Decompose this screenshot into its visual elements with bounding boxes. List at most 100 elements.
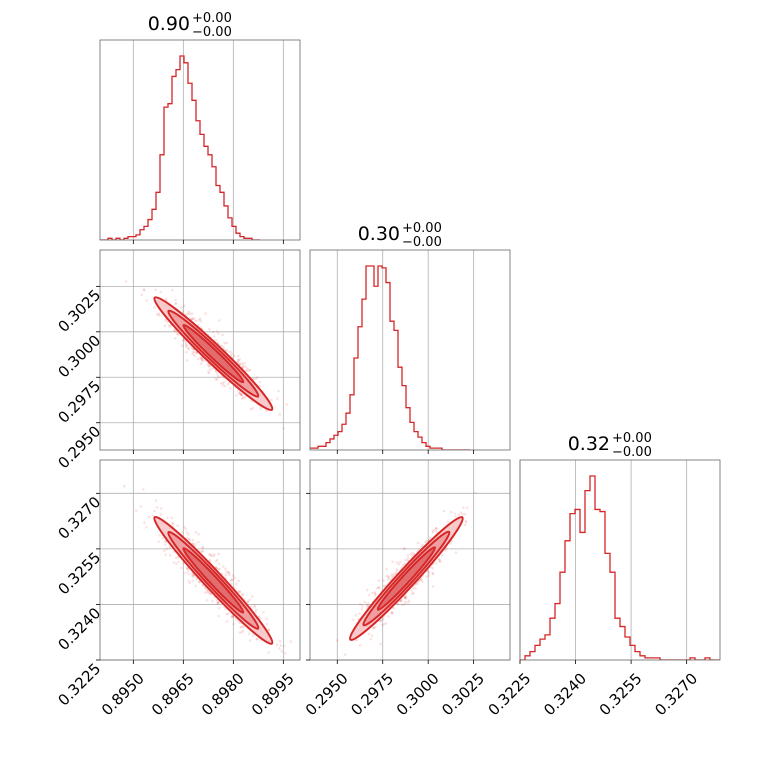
- scatter-point: [373, 625, 377, 629]
- scatter-point: [205, 599, 209, 602]
- scatter-point: [372, 626, 375, 629]
- scatter-point: [230, 578, 234, 581]
- scatter-point: [194, 531, 197, 534]
- scatter-point: [173, 329, 177, 333]
- scatter-point: [190, 312, 194, 315]
- scatter-point: [175, 332, 179, 335]
- scatter-point: [241, 629, 245, 633]
- scatter-point: [437, 558, 441, 562]
- scatter-point: [404, 596, 408, 600]
- scatter-point: [194, 584, 197, 588]
- scatter-point: [191, 579, 194, 582]
- scatter-point: [225, 341, 228, 345]
- scatter-point: [223, 380, 226, 384]
- scatter-point: [373, 591, 377, 594]
- y-tick-label: 0.3240: [55, 604, 105, 654]
- scatter-point: [188, 538, 191, 542]
- scatter-point: [413, 552, 416, 556]
- scatter-point: [204, 587, 207, 590]
- scatter-point: [246, 367, 249, 370]
- scatter-point: [185, 566, 189, 569]
- scatter-point: [407, 599, 411, 603]
- scatter-point: [403, 594, 407, 598]
- scatter-point: [438, 560, 441, 563]
- scatter-point: [224, 573, 228, 576]
- plot-area: [335, 491, 477, 656]
- scatter-point: [181, 339, 185, 342]
- scatter-point: [239, 362, 242, 366]
- scatter-point: [434, 562, 438, 565]
- scatter-point: [230, 578, 233, 582]
- scatter-point: [217, 332, 221, 335]
- scatter-point: [335, 639, 339, 642]
- scatter-point: [454, 551, 458, 554]
- x-tick-label: 0.8965: [148, 669, 198, 719]
- scatter-point: [240, 393, 243, 396]
- scatter-point: [252, 634, 255, 638]
- scatter-point: [403, 595, 407, 599]
- scatter-point: [255, 638, 258, 641]
- scatter-point: [191, 539, 195, 542]
- scatter-point: [220, 344, 223, 348]
- scatter-point: [216, 558, 219, 562]
- scatter-point: [200, 357, 203, 361]
- scatter-point: [372, 626, 375, 630]
- scatter-point: [187, 533, 190, 536]
- plot-area: [520, 475, 720, 660]
- scatter-point: [184, 343, 188, 346]
- scatter-point: [190, 317, 194, 321]
- scatter-point: [248, 639, 252, 642]
- scatter-point: [198, 356, 202, 360]
- scatter-point: [134, 509, 138, 512]
- scatter-point: [373, 594, 377, 597]
- panel-title: 0.90 +0.00−0.00: [148, 11, 232, 40]
- scatter-point: [254, 377, 257, 381]
- scatter-point: [159, 513, 163, 516]
- scatter-point: [221, 382, 224, 385]
- scatter-point: [391, 611, 394, 614]
- scatter-point: [457, 513, 461, 517]
- scatter-point: [233, 576, 237, 580]
- plot-area: [123, 484, 293, 655]
- scatter-point: [164, 553, 167, 557]
- scatter-point: [192, 317, 196, 321]
- scatter-point: [431, 530, 435, 534]
- scatter-point: [365, 603, 369, 607]
- scatter-point: [157, 312, 161, 316]
- scatter-point: [231, 615, 234, 619]
- x-tick-label: 0.3240: [540, 669, 590, 719]
- panel-frame: [309, 459, 511, 661]
- scatter-point: [403, 562, 407, 565]
- scatter-point: [406, 558, 409, 562]
- scatter-point: [206, 363, 210, 366]
- x-tick-label: 0.3025: [438, 669, 488, 719]
- scatter-point: [240, 397, 244, 400]
- scatter-point: [217, 552, 220, 556]
- scatter-point: [419, 578, 423, 581]
- scatter-point: [365, 606, 369, 609]
- scatter-point: [148, 515, 151, 519]
- scatter-point: [354, 613, 358, 617]
- scatter-point: [227, 350, 231, 354]
- scatter-point: [366, 601, 370, 605]
- scatter-point: [253, 605, 256, 609]
- panel-frame: [99, 249, 301, 451]
- scatter-point: [419, 578, 423, 582]
- scatter-point: [197, 540, 200, 544]
- x-tick-label: 0.3225: [485, 669, 535, 719]
- scatter-panel-2-0: 0.8950 0.8965 0.8980 0.89950.32250.32400.32…: [55, 459, 301, 719]
- scatter-point: [188, 581, 192, 585]
- plot-area: [124, 280, 289, 430]
- scatter-point: [276, 397, 279, 400]
- scatter-point: [414, 587, 417, 590]
- x-tick-label: 0.8950: [98, 669, 148, 719]
- scatter-point: [157, 540, 160, 543]
- scatter-point: [406, 556, 410, 559]
- scatter-point: [277, 389, 280, 393]
- title-upper: +0.00: [192, 11, 232, 26]
- scatter-point: [161, 536, 164, 540]
- scatter-point: [431, 572, 435, 576]
- scatter-point: [385, 574, 389, 578]
- scatter-point: [164, 319, 168, 323]
- title-value: 0.30: [358, 223, 400, 245]
